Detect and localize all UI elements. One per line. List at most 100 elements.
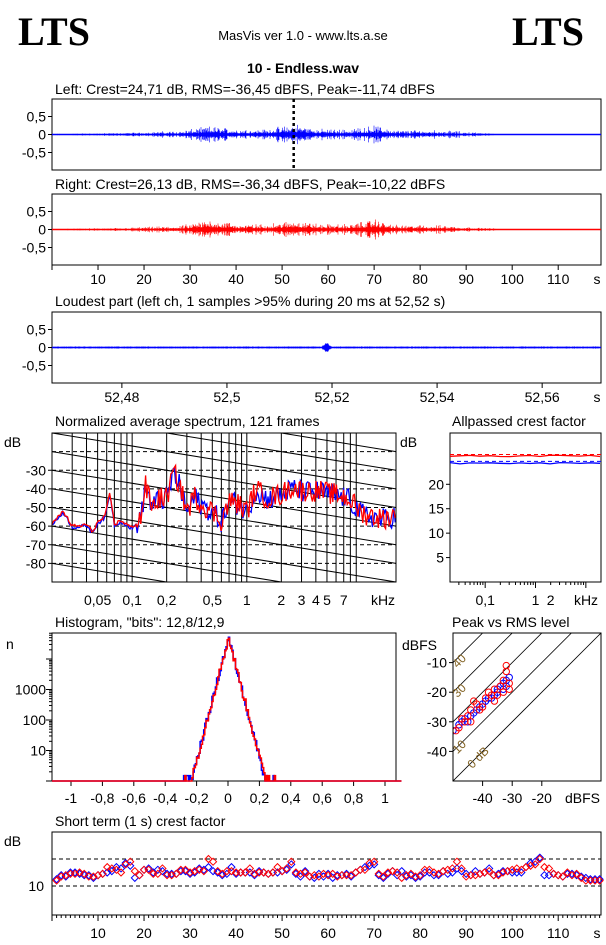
- crest-point-right: [172, 869, 181, 879]
- crest-point-right: [530, 860, 540, 869]
- spectrum-slope-line: [52, 433, 396, 490]
- spectrum-slope-line: [52, 657, 396, 713]
- crest-point-right: [323, 870, 333, 880]
- time-axis-xtick-label: 90: [458, 271, 474, 287]
- crest-point-right: [425, 865, 434, 875]
- crest-point-right: [305, 872, 314, 881]
- peak-rms-ylabel: dBFS: [402, 637, 437, 653]
- crest-point-left: [112, 862, 121, 872]
- crest-line-30: [453, 633, 513, 693]
- crest-point-left: [121, 858, 130, 868]
- app-version: MasVis ver 1.0 - www.lts.a.se: [218, 28, 388, 43]
- crest-point-right: [89, 872, 98, 881]
- crest-point-right: [204, 854, 213, 864]
- time-axis-xtick-label: 80: [412, 271, 428, 287]
- crest-point-right: [512, 864, 521, 873]
- histogram-xtick-label: 1: [381, 790, 389, 806]
- crest-point-right: [415, 870, 425, 880]
- peak-rms-xtick-label: -40: [472, 790, 492, 806]
- allpassed-series-left: [449, 461, 601, 465]
- spectrum-ytick-label: -40: [26, 481, 46, 497]
- spectrum-ylabel: dB: [4, 434, 21, 450]
- crest-point-right: [461, 872, 471, 881]
- spectrum-xtick-label: 2: [277, 592, 285, 608]
- spectrum-xtick-label: 7: [340, 592, 348, 608]
- crest-point-right: [392, 868, 402, 877]
- lts-logo-right: LTS: [512, 9, 584, 54]
- crest-point-right: [135, 870, 144, 880]
- histogram-xtick-label: 0: [224, 790, 232, 806]
- loudest-part-ytick-label: 0,5: [27, 322, 47, 338]
- loudest-part-ytick-label: -0,5: [22, 358, 46, 374]
- crest-point-right: [480, 868, 489, 877]
- spectrum-ytick-label: -30: [26, 462, 46, 478]
- crest-point-left: [282, 865, 291, 875]
- crest-point-left: [181, 866, 190, 876]
- spectrum-xunit: kHz: [371, 592, 395, 608]
- spectrum-ytick-label: -80: [26, 555, 46, 571]
- allpassed-ytick-label: 15: [428, 501, 444, 517]
- crest-point-left: [346, 872, 356, 881]
- spectrum-slope-line: [52, 469, 396, 527]
- lts-logo-left: LTS: [18, 9, 90, 54]
- peak-rms-plot-area: [453, 633, 601, 781]
- crest-point-left: [461, 869, 471, 879]
- crest-title: Short term (1 s) crest factor: [55, 813, 226, 829]
- crest-xtick-label: 80: [412, 925, 428, 941]
- crest-point-right: [558, 872, 568, 881]
- crest-point-right: [365, 858, 374, 868]
- peak-rms-point-right: [502, 661, 510, 670]
- crest-point-right: [259, 868, 268, 877]
- crest-point-right: [158, 864, 167, 873]
- crest-point-right: [507, 865, 517, 875]
- crest-point-right: [199, 866, 209, 876]
- crest-point-right: [549, 869, 558, 879]
- peak-rms-point-right: [490, 697, 499, 705]
- crest-point-right: [379, 872, 388, 881]
- loudest-axis-xtick-label: 52,54: [420, 389, 455, 405]
- crest-point-right: [420, 865, 429, 875]
- spectrum-plot-area: [52, 433, 396, 713]
- crest-point-right: [190, 866, 199, 876]
- peak-rms-point-right: [493, 691, 502, 699]
- crest-point-right: [126, 857, 135, 866]
- crest-point-right: [185, 868, 195, 877]
- crest-point-right: [208, 857, 218, 866]
- spectrum-slope-line: [163, 433, 396, 471]
- peak-rms-point-right: [467, 718, 475, 726]
- histogram-ytick-label: 100: [23, 712, 47, 728]
- crest-point-right: [93, 870, 103, 880]
- crest-point-left: [535, 853, 545, 862]
- crest-point-right: [75, 868, 84, 877]
- crest-point-right: [264, 869, 273, 879]
- crest-point-left: [526, 858, 535, 868]
- crest-point-left: [374, 870, 383, 880]
- crest-point-left: [84, 870, 94, 880]
- crest-point-left: [153, 865, 163, 875]
- peak-rms-ytick-label: -40: [427, 743, 447, 759]
- crest-point-left: [195, 864, 204, 873]
- peak-rms-xtick-label: -30: [502, 790, 522, 806]
- peak-rms-point-right: [505, 685, 513, 693]
- spectrum-xtick-label: 5: [323, 592, 331, 608]
- allpassed-xunit: kHz: [574, 592, 598, 608]
- allpassed-ylabel: dB: [400, 434, 417, 450]
- crest-point-left: [356, 865, 365, 875]
- crest-point-left: [103, 868, 112, 877]
- spectrum-xtick-label: 0,05: [84, 592, 111, 608]
- crest-point-left: [540, 870, 549, 880]
- crest-point-right: [475, 869, 485, 879]
- crest-point-right: [595, 876, 604, 885]
- histogram-xtick-label: -0,6: [122, 790, 146, 806]
- allpassed-xtick-label: 0,1: [475, 592, 495, 608]
- crest-xtick-label: 90: [458, 925, 474, 941]
- crest-point-left: [457, 866, 466, 876]
- spectrum-title: Normalized average spectrum, 121 frames: [55, 413, 320, 429]
- allpassed-xtick-label: 1: [532, 592, 540, 608]
- crest-point-left: [471, 866, 480, 876]
- spectrum-xtick-label: 0,5: [203, 592, 223, 608]
- crest-point-right: [195, 865, 204, 875]
- spectrum-xtick-label: 4: [312, 592, 320, 608]
- crest-xunit: s: [594, 925, 601, 941]
- loudest-axis-xtick-label: 52,52: [314, 389, 349, 405]
